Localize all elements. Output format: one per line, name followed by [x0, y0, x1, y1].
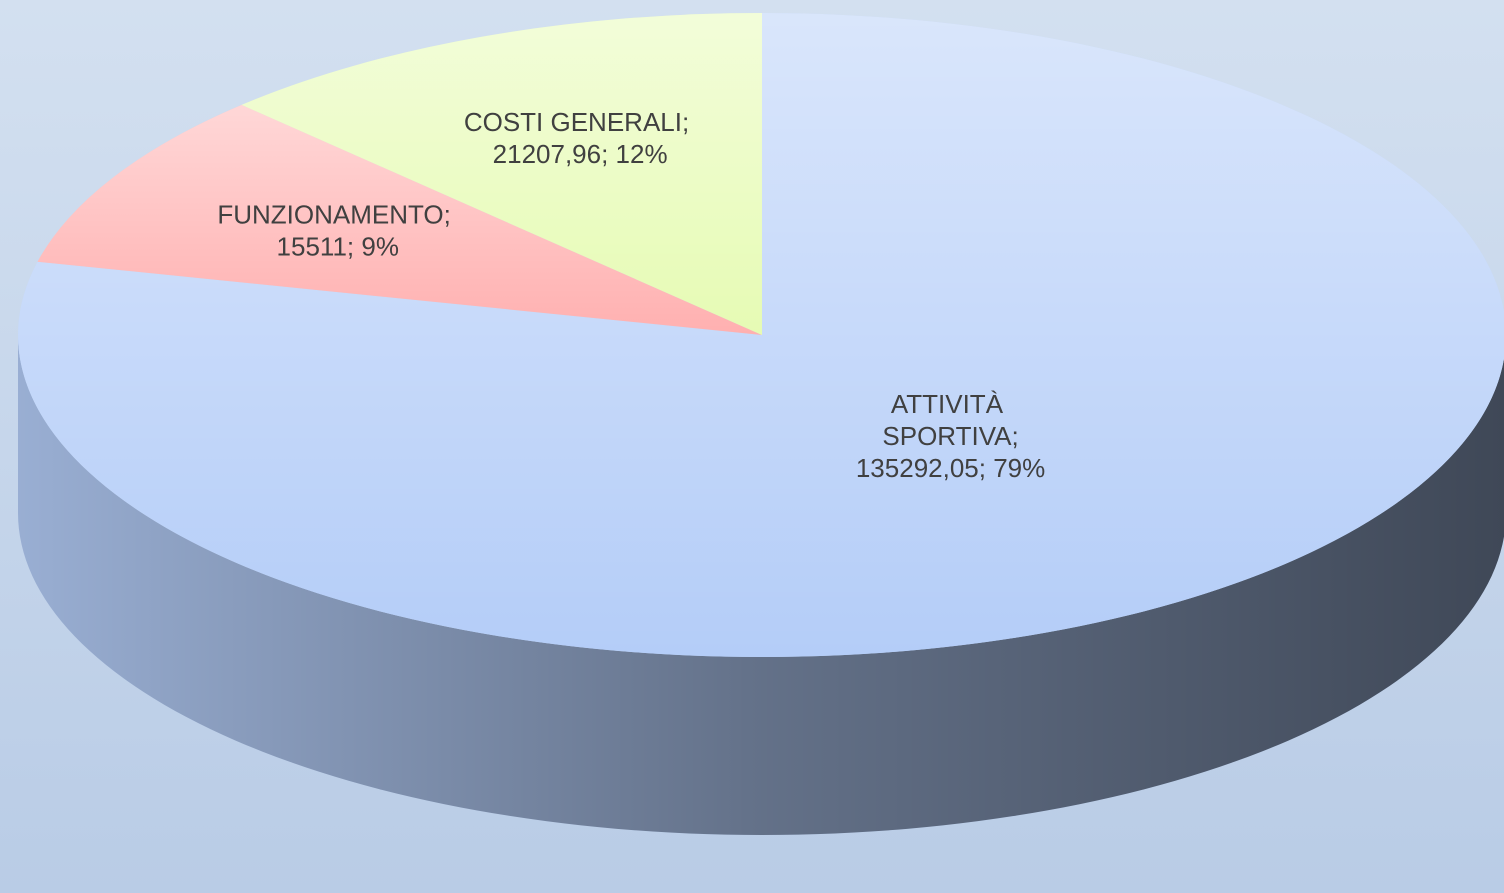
- slice-shade: [37, 104, 762, 336]
- data-label: COSTI GENERALI; 21207,96; 12%: [464, 107, 689, 169]
- side-shade: [18, 335, 1504, 835]
- data-labels: ATTIVITÀ SPORTIVA; 135292,05; 79% FUNZION…: [217, 107, 1045, 483]
- data-label: FUNZIONAMENTO; 15511; 9%: [217, 200, 451, 262]
- pie-top: [18, 13, 1504, 657]
- data-label: ATTIVITÀ SPORTIVA; 135292,05; 79%: [849, 389, 1046, 483]
- slice-shade: [18, 13, 1504, 657]
- slice-shade: [241, 13, 763, 335]
- pie-side: [18, 335, 1504, 835]
